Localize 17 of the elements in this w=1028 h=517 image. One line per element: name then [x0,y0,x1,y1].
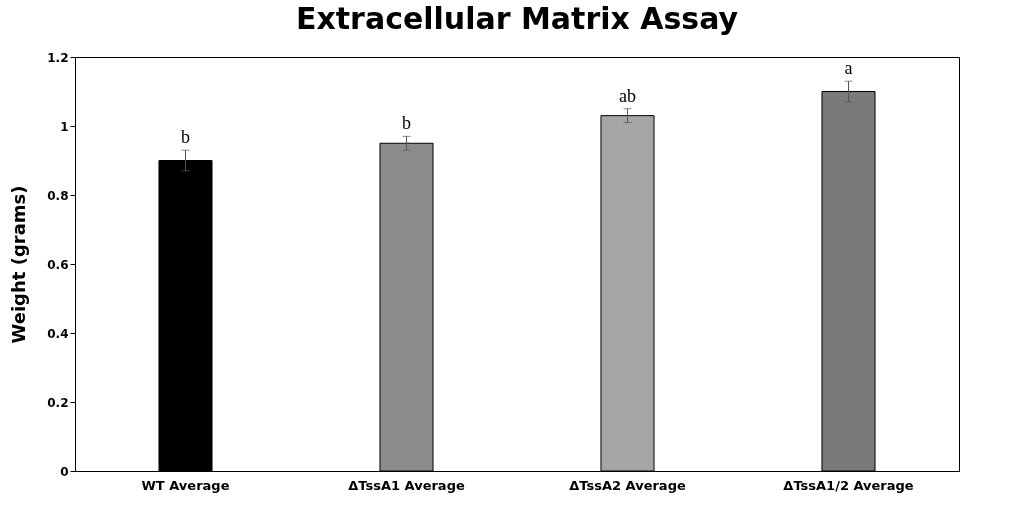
y-axis-title: Weight (grams) [8,185,30,344]
x-tick-label: ΔTssA1/2 Average [783,477,914,493]
y-tick-label: 0.4 [47,326,69,341]
annotation: ab [619,85,636,106]
chart-title: Extracellular Matrix Assay [295,1,739,36]
y-tick-label: 0.2 [47,395,69,410]
y-tick-label: 0.8 [47,188,69,203]
x-tick-label: ΔTssA2 Average [569,477,686,493]
annotation: b [181,127,190,148]
x-tick-label: WT Average [141,477,230,493]
annotation: b [402,113,411,134]
x-tick-label: ΔTssA1 Average [348,477,465,493]
annotation: a [844,58,853,79]
y-tick-label: 1 [60,119,69,134]
y-tick-label: 0 [60,464,69,479]
y-tick-label: 0.6 [47,257,69,272]
y-tick-label: 1.2 [47,50,69,65]
